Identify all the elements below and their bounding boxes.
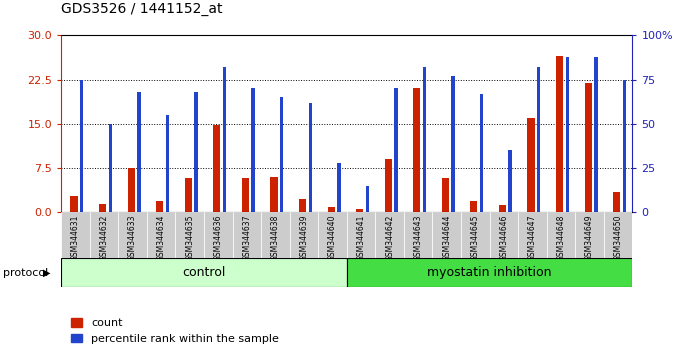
FancyBboxPatch shape xyxy=(147,212,175,258)
Text: GSM344643: GSM344643 xyxy=(413,215,423,261)
Bar xyxy=(623,80,626,212)
Text: GSM344649: GSM344649 xyxy=(585,215,594,261)
Text: GSM344635: GSM344635 xyxy=(185,215,194,261)
Bar xyxy=(585,82,592,212)
Bar xyxy=(423,67,426,212)
FancyBboxPatch shape xyxy=(290,212,318,258)
Text: GDS3526 / 1441152_at: GDS3526 / 1441152_at xyxy=(61,2,222,16)
Text: GSM344648: GSM344648 xyxy=(556,215,566,261)
Bar xyxy=(80,80,84,212)
Bar xyxy=(156,201,163,212)
FancyBboxPatch shape xyxy=(547,212,575,258)
Text: ▶: ▶ xyxy=(43,268,50,278)
Bar xyxy=(566,57,569,212)
Bar xyxy=(556,56,563,212)
Text: GSM344642: GSM344642 xyxy=(385,215,394,261)
Text: control: control xyxy=(182,266,226,279)
FancyBboxPatch shape xyxy=(375,212,404,258)
FancyBboxPatch shape xyxy=(90,212,118,258)
Text: GSM344645: GSM344645 xyxy=(471,215,480,261)
Text: GSM344644: GSM344644 xyxy=(442,215,452,261)
FancyBboxPatch shape xyxy=(432,212,461,258)
Bar xyxy=(109,124,112,212)
Text: GSM344631: GSM344631 xyxy=(71,215,80,261)
Bar xyxy=(252,88,255,212)
Bar xyxy=(537,67,541,212)
Bar xyxy=(452,76,455,212)
Bar xyxy=(128,168,135,212)
Text: GSM344633: GSM344633 xyxy=(128,215,137,261)
FancyBboxPatch shape xyxy=(347,212,375,258)
Bar xyxy=(242,178,249,212)
Bar xyxy=(137,92,141,212)
Text: GSM344634: GSM344634 xyxy=(156,215,166,261)
Bar xyxy=(185,178,192,212)
Bar xyxy=(471,201,477,212)
Bar xyxy=(594,57,598,212)
Text: GSM344640: GSM344640 xyxy=(328,215,337,261)
Bar xyxy=(366,186,369,212)
FancyBboxPatch shape xyxy=(575,212,604,258)
Bar xyxy=(613,192,620,212)
FancyBboxPatch shape xyxy=(118,212,147,258)
Bar xyxy=(299,199,306,212)
FancyBboxPatch shape xyxy=(233,212,261,258)
Bar xyxy=(394,88,398,212)
Bar xyxy=(166,115,169,212)
Bar xyxy=(509,150,512,212)
FancyBboxPatch shape xyxy=(461,212,490,258)
FancyBboxPatch shape xyxy=(261,212,290,258)
Legend: count, percentile rank within the sample: count, percentile rank within the sample xyxy=(67,314,284,348)
FancyBboxPatch shape xyxy=(490,212,518,258)
Bar xyxy=(337,163,341,212)
FancyBboxPatch shape xyxy=(318,212,347,258)
Text: GSM344646: GSM344646 xyxy=(499,215,509,261)
Bar xyxy=(499,205,506,212)
Bar xyxy=(528,118,534,212)
Bar xyxy=(413,88,420,212)
FancyBboxPatch shape xyxy=(604,212,632,258)
Bar xyxy=(214,125,220,212)
Bar xyxy=(356,210,363,212)
Text: GSM344639: GSM344639 xyxy=(299,215,309,261)
Bar xyxy=(442,178,449,212)
Text: GSM344641: GSM344641 xyxy=(356,215,366,261)
FancyBboxPatch shape xyxy=(518,212,547,258)
Bar xyxy=(480,94,483,212)
Text: GSM344638: GSM344638 xyxy=(271,215,280,261)
FancyBboxPatch shape xyxy=(404,212,432,258)
FancyBboxPatch shape xyxy=(61,258,347,287)
Bar xyxy=(271,177,277,212)
FancyBboxPatch shape xyxy=(61,212,90,258)
Text: GSM344636: GSM344636 xyxy=(214,215,223,261)
Text: protocol: protocol xyxy=(3,268,49,278)
FancyBboxPatch shape xyxy=(175,212,204,258)
Bar xyxy=(328,206,335,212)
Text: GSM344632: GSM344632 xyxy=(99,215,109,261)
FancyBboxPatch shape xyxy=(347,258,632,287)
FancyBboxPatch shape xyxy=(204,212,233,258)
Bar xyxy=(99,204,106,212)
Bar xyxy=(71,196,78,212)
Bar xyxy=(194,92,198,212)
Bar xyxy=(280,97,284,212)
Bar xyxy=(309,103,312,212)
Text: GSM344650: GSM344650 xyxy=(613,215,623,261)
Bar xyxy=(223,67,226,212)
Text: myostatin inhibition: myostatin inhibition xyxy=(427,266,552,279)
Bar xyxy=(385,159,392,212)
Text: GSM344637: GSM344637 xyxy=(242,215,252,261)
Text: GSM344647: GSM344647 xyxy=(528,215,537,261)
